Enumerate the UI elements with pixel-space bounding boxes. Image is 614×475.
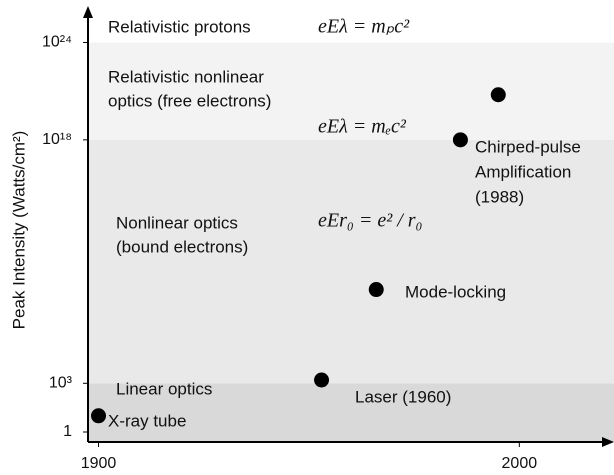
y-tick-label: 10¹⁸	[42, 131, 72, 148]
region-band	[88, 139, 614, 384]
region-label: optics (free electrons)	[108, 91, 271, 110]
point-label: Mode-locking	[405, 282, 506, 301]
point-label: X-ray tube	[108, 411, 186, 430]
y-tick-label: 1	[63, 423, 72, 440]
equation: eEλ = mₚc²	[318, 16, 410, 38]
data-point	[314, 372, 330, 388]
region-band	[88, 42, 614, 140]
y-axis-arrow	[83, 6, 93, 18]
region-bands	[88, 0, 614, 442]
region-band	[88, 0, 614, 43]
region-label: Relativistic nonlinear	[108, 67, 264, 86]
y-tick-label: 10³	[49, 375, 73, 392]
point-label: (1988)	[475, 187, 524, 206]
region-label: (bound electrons)	[116, 237, 248, 256]
data-point	[368, 282, 384, 298]
region-label: Relativistic protons	[108, 17, 251, 36]
equation: eEλ = mₑc²	[318, 116, 407, 138]
point-label: Chirped-pulse	[475, 137, 581, 156]
point-label: Laser (1960)	[355, 387, 451, 406]
y-tick-label: 10²⁴	[42, 34, 72, 51]
data-point	[452, 132, 468, 148]
region-label: Linear optics	[116, 379, 212, 398]
region-label: Nonlinear optics	[116, 213, 238, 232]
data-point	[490, 87, 506, 103]
y-axis-label: Peak Intensity (Watts/cm²)	[9, 131, 28, 330]
x-axis-arrow	[602, 437, 614, 447]
data-point	[91, 408, 107, 424]
point-label: Amplification	[475, 162, 571, 181]
x-tick-label: 1900	[81, 455, 117, 472]
equation: eEr₀ = e² / r₀	[318, 210, 423, 232]
region-band	[88, 383, 614, 442]
x-tick-label: 2000	[502, 455, 538, 472]
